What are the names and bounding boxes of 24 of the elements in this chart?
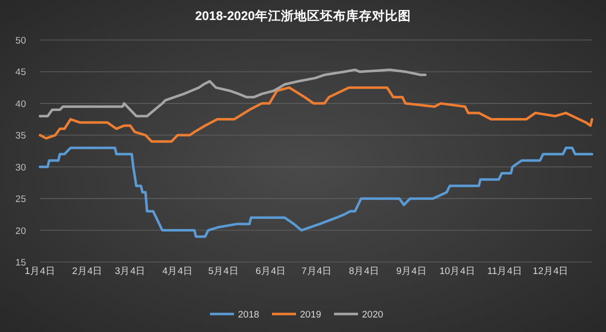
y-tick-label: 40: [15, 98, 26, 110]
chart-title: 2018-2020年江浙地区坯布库存对比图: [195, 8, 411, 23]
y-tick-label: 15: [15, 258, 26, 268]
x-tick-label: 7月4日: [301, 266, 332, 277]
y-tick-label: 25: [15, 194, 26, 206]
y-tick-label: 20: [15, 226, 26, 237]
legend-label: 2020: [362, 310, 384, 320]
x-tick-label: 11月4日: [487, 266, 522, 277]
y-tick-label: 30: [15, 162, 26, 174]
y-tick-label: 45: [15, 67, 26, 78]
x-tick-label: 4月4日: [162, 266, 193, 277]
y-tick-label: 50: [15, 36, 26, 46]
x-tick-label: 9月4日: [396, 266, 427, 277]
x-tick-label: 12月4日: [532, 266, 569, 277]
x-tick-label: 3月4日: [114, 266, 146, 277]
x-tick-label: 8月4日: [348, 266, 380, 277]
legend-label: 2018: [238, 310, 260, 320]
x-tick-label: 2月4日: [72, 266, 103, 277]
legend-label: 2019: [300, 310, 322, 320]
x-tick-label: 10月4日: [440, 266, 476, 277]
x-tick-label: 6月4日: [256, 266, 286, 277]
x-tick-label: 1月4日: [24, 266, 56, 277]
x-tick-label: 5月4日: [208, 266, 239, 277]
y-tick-label: 35: [15, 130, 26, 142]
